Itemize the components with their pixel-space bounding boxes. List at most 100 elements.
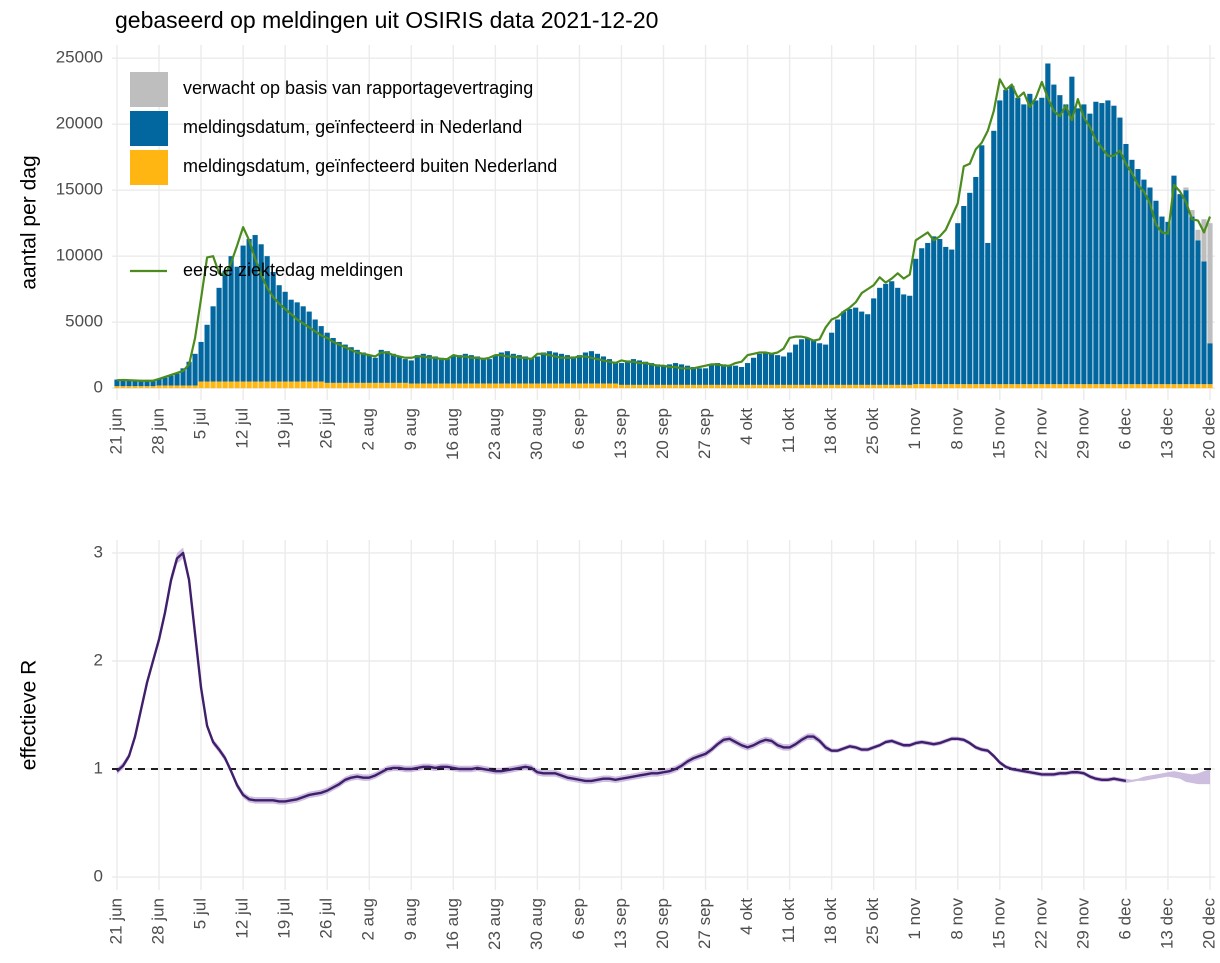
- x-tick-label: 5 jul: [191, 898, 210, 929]
- y-tick-label: 25000: [56, 48, 103, 67]
- bar: [216, 381, 222, 389]
- bar: [258, 381, 264, 389]
- bar: [420, 383, 426, 389]
- bar: [775, 384, 781, 389]
- bar: [300, 381, 306, 389]
- bar: [744, 384, 751, 389]
- bar: [462, 353, 468, 384]
- bar: [841, 311, 847, 385]
- x-tick-label: 29 nov: [1073, 898, 1092, 950]
- bar: [186, 361, 192, 386]
- bar: [384, 351, 390, 383]
- x-tick-label: 19 jul: [275, 898, 294, 939]
- bar: [480, 383, 486, 389]
- bar: [931, 384, 937, 389]
- bar: [991, 130, 997, 385]
- bar: [324, 382, 330, 389]
- bar: [1105, 100, 1111, 385]
- x-tick-label: 12 jul: [233, 898, 252, 939]
- bar: [949, 249, 955, 385]
- bar: [1045, 63, 1051, 385]
- bar: [378, 382, 384, 389]
- bar: [997, 384, 1003, 389]
- bar: [636, 384, 643, 389]
- bar: [582, 383, 589, 389]
- x-tick-label: 8 nov: [947, 898, 966, 940]
- bar: [528, 383, 534, 389]
- bar: [564, 355, 570, 384]
- bar: [210, 306, 216, 382]
- bar: [390, 353, 396, 383]
- bar: [198, 341, 204, 382]
- bar: [805, 337, 811, 385]
- bar: [787, 384, 793, 389]
- chart-title: gebaseerd op meldingen uit OSIRIS data 2…: [115, 7, 658, 33]
- bar: [1063, 104, 1069, 385]
- bar: [1027, 384, 1033, 389]
- bar: [793, 384, 799, 389]
- x-tick-label: 11 okt: [779, 408, 798, 453]
- bar: [1087, 113, 1093, 385]
- bar: [714, 384, 721, 389]
- bar: [865, 384, 871, 389]
- x-tick-label: 2 aug: [359, 408, 378, 451]
- bar: [612, 361, 619, 384]
- bar: [1117, 117, 1123, 385]
- bar: [312, 319, 318, 382]
- bar: [973, 176, 979, 385]
- bar: [1093, 101, 1099, 385]
- x-tick-label: 22 nov: [1031, 898, 1050, 950]
- bar: [1027, 93, 1033, 385]
- bar: [1111, 384, 1117, 389]
- bar: [624, 384, 631, 389]
- bar: [576, 383, 583, 389]
- bar: [1015, 97, 1021, 385]
- bar: [1153, 384, 1159, 389]
- bar: [240, 381, 246, 389]
- y-tick-label: 20000: [56, 114, 103, 133]
- bar: [264, 381, 270, 389]
- bar: [781, 356, 787, 385]
- y-tick-label: 0: [94, 867, 103, 886]
- bar: [871, 384, 877, 389]
- bar: [1093, 384, 1099, 389]
- bar: [666, 364, 673, 385]
- bar: [456, 355, 462, 384]
- bar: [829, 332, 835, 385]
- x-tick-label: 13 dec: [1157, 898, 1176, 950]
- bar: [913, 258, 919, 385]
- bar: [120, 379, 126, 387]
- bar: [1081, 104, 1087, 385]
- bar: [925, 384, 931, 389]
- bar: [817, 384, 823, 389]
- x-tick-label: 15 nov: [989, 408, 1008, 460]
- bar: [907, 295, 913, 385]
- bar: [468, 355, 474, 384]
- bar: [1033, 100, 1039, 385]
- bar: [558, 383, 564, 389]
- bar: [913, 384, 919, 389]
- bar: [1003, 89, 1009, 385]
- x-tick-label: 20 dec: [1199, 408, 1218, 460]
- bar: [1195, 240, 1201, 385]
- bar: [811, 384, 817, 389]
- bar: [162, 385, 168, 389]
- bar: [246, 238, 252, 382]
- bar: [420, 353, 426, 384]
- bar: [462, 383, 468, 389]
- bar: [186, 385, 192, 389]
- bar: [973, 384, 979, 389]
- bar: [684, 384, 691, 389]
- bar: [450, 383, 456, 389]
- bar: [276, 285, 282, 382]
- bar: [204, 381, 210, 389]
- bar: [955, 223, 961, 385]
- bar: [624, 360, 631, 385]
- x-tick-label: 21 jun: [106, 898, 125, 944]
- bar: [937, 238, 943, 385]
- bar: [546, 383, 552, 389]
- bar: [985, 242, 991, 385]
- bar: [492, 355, 498, 384]
- x-tick-label: 4 okt: [737, 898, 756, 935]
- x-tick-label: 26 jul: [317, 898, 336, 939]
